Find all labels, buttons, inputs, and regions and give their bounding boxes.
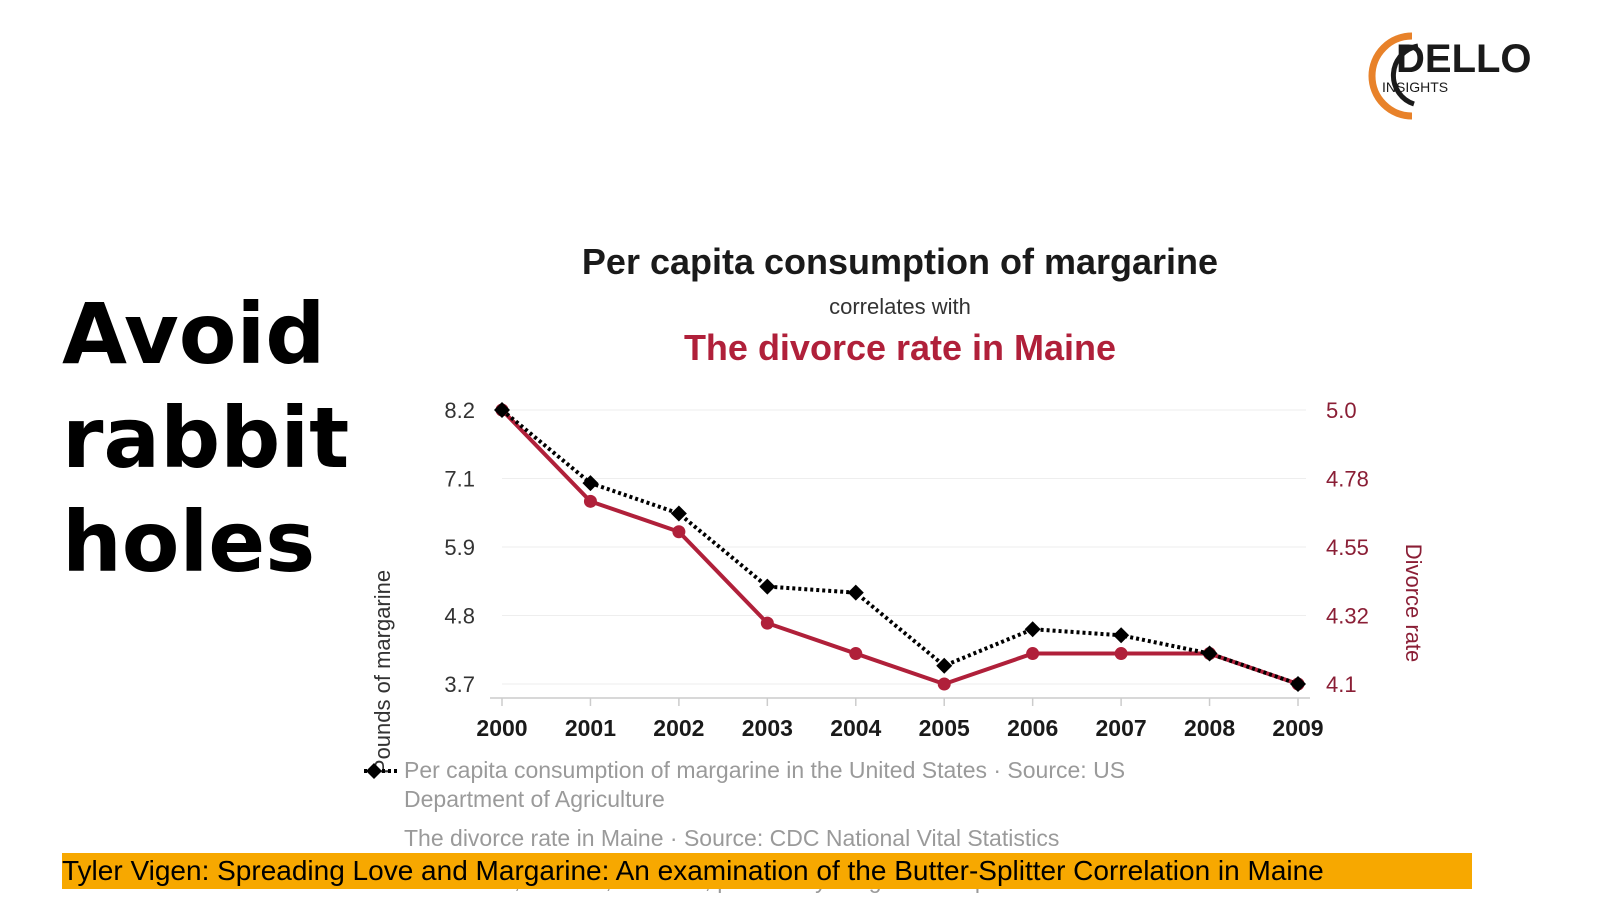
data-point-margarine (759, 578, 776, 595)
chart: Per capita consumption of margarine corr… (364, 241, 1426, 893)
logo-graphic: DELLO INSIGHTS (1368, 32, 1532, 120)
y-tick-label-right: 5.0 (1326, 398, 1357, 423)
y-tick-label-right: 4.78 (1326, 467, 1369, 492)
y-tick-label-right: 4.55 (1326, 535, 1369, 560)
logo-name: DELLO (1396, 37, 1532, 81)
data-point-margarine (1201, 645, 1218, 662)
y-tick-label-right: 4.1 (1326, 672, 1357, 697)
x-tick-label: 2008 (1184, 715, 1235, 741)
x-tick-label: 2002 (653, 715, 704, 741)
chart-title: Per capita consumption of margarine (582, 241, 1218, 282)
y-tick-label-left: 5.9 (444, 535, 475, 560)
logo-arc-icon (1368, 32, 1413, 120)
slide-caption: Tyler Vigen: Spreading Love and Margarin… (62, 853, 1472, 889)
logo-arc-inner-icon (1390, 43, 1419, 107)
data-point-margarine (847, 584, 864, 601)
data-point-divorce (937, 677, 951, 691)
x-tick-label: 2005 (919, 715, 970, 741)
x-tick-label: 2004 (830, 715, 881, 741)
chart-series (494, 402, 1306, 692)
dello-insights-logo: DELLO INSIGHTS (1368, 28, 1578, 123)
chart-title-secondary: The divorce rate in Maine (684, 327, 1116, 368)
legend-entry-margarine: Per capita consumption of margarine in t… (404, 757, 1126, 812)
data-point-divorce (849, 647, 863, 661)
data-point-margarine (936, 657, 953, 674)
x-tick-label: 2007 (1096, 715, 1147, 741)
data-point-margarine (1024, 621, 1041, 638)
legend-diamond-icon (366, 763, 382, 779)
y-tick-label-left: 7.1 (444, 467, 475, 492)
chart-grid (502, 409, 1306, 685)
data-point-margarine (1290, 676, 1306, 692)
data-point-margarine (582, 475, 599, 492)
x-tick-label: 2006 (1007, 715, 1058, 741)
data-point-margarine (670, 505, 687, 522)
legend-entry-divorce-wrap: The divorce rate in Maine · Source: CDC … (404, 825, 1060, 851)
data-point-margarine (494, 402, 510, 418)
y-tick-label-left: 8.2 (444, 398, 475, 423)
series-line-divorce (500, 408, 1299, 686)
data-point-divorce (672, 525, 686, 539)
x-tick-label: 2001 (565, 715, 616, 741)
legend-entry-divorce: The divorce rate in Maine · Source: CDC … (404, 825, 1060, 851)
logo-subtitle: INSIGHTS (1382, 79, 1448, 95)
legend-entry-margarine-wrap: Per capita consumption of margarine in t… (404, 757, 1126, 812)
slide-heading: Avoid rabbit holes (62, 285, 350, 591)
x-tick-label: 2009 (1272, 715, 1323, 741)
y-tick-label-right: 4.32 (1326, 604, 1369, 629)
data-point-margarine (1113, 627, 1130, 644)
data-point-divorce (760, 616, 774, 630)
x-tick-label: 2003 (742, 715, 793, 741)
data-point-divorce (1114, 647, 1128, 661)
chart-axes: 8.2 5.0 7.1 4.78 5.9 4.55 4.8 4.32 3.7 4.1 2000 200… (444, 398, 1368, 741)
y-axis-label-right: Divorce rate (1401, 544, 1426, 663)
data-point-divorce (583, 494, 597, 508)
chart-subtitle: correlates with (829, 294, 971, 319)
y-axis-label-left: Pounds of margarine (370, 570, 395, 774)
data-point-divorce (1026, 647, 1040, 661)
y-tick-label-left: 3.7 (444, 672, 475, 697)
series-line-margarine (500, 408, 1299, 686)
x-tick-label: 2000 (476, 715, 527, 741)
y-tick-label-left: 4.8 (444, 604, 475, 629)
